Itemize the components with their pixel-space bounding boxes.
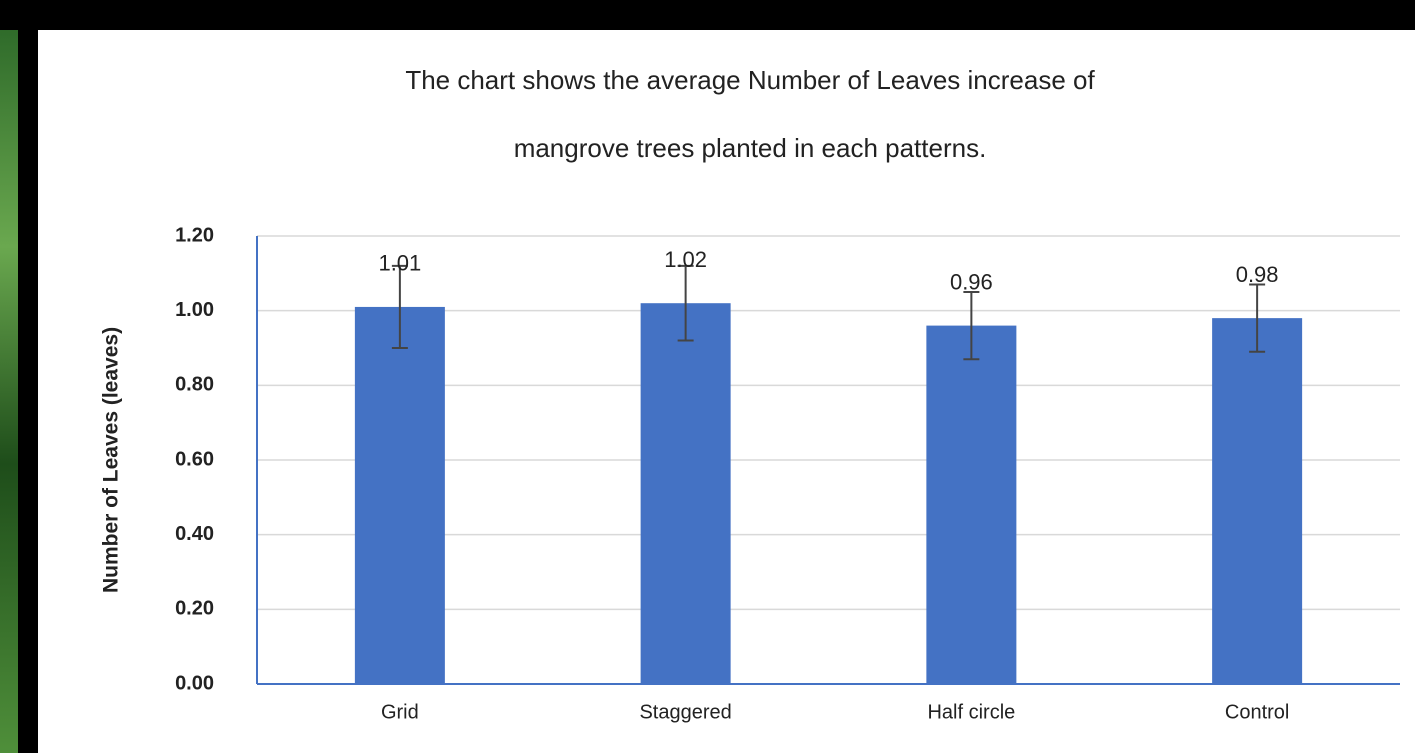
y-tick-label: 0.00 bbox=[175, 672, 214, 694]
bar bbox=[641, 303, 731, 684]
bar bbox=[355, 307, 445, 684]
x-tick-label: Staggered bbox=[639, 701, 731, 723]
chart: The chart shows the average Number of Le… bbox=[0, 0, 1415, 753]
y-tick-label: 0.60 bbox=[175, 448, 214, 470]
bar bbox=[1212, 318, 1302, 684]
data-label: 0.98 bbox=[1236, 262, 1279, 287]
x-tick-label: Control bbox=[1225, 701, 1289, 723]
chart-title: The chart shows the average Number of Le… bbox=[405, 65, 1095, 95]
data-label: 0.96 bbox=[950, 269, 993, 294]
y-tick-label: 0.20 bbox=[175, 598, 214, 620]
y-tick-label: 1.00 bbox=[175, 299, 214, 321]
y-tick-label: 1.20 bbox=[175, 224, 214, 246]
y-axis-label: Number of Leaves (leaves) bbox=[100, 327, 123, 593]
bar bbox=[926, 326, 1016, 684]
data-label: 1.02 bbox=[664, 247, 707, 272]
x-tick-label: Grid bbox=[381, 701, 419, 723]
chart-title: mangrove trees planted in each patterns. bbox=[514, 133, 987, 163]
x-tick-label: Half circle bbox=[927, 701, 1015, 723]
y-tick-label: 0.40 bbox=[175, 523, 214, 545]
y-tick-label: 0.80 bbox=[175, 374, 214, 396]
data-label: 1.01 bbox=[378, 251, 421, 276]
page: The chart shows the average Number of Le… bbox=[0, 0, 1415, 753]
side-strip bbox=[0, 30, 18, 753]
